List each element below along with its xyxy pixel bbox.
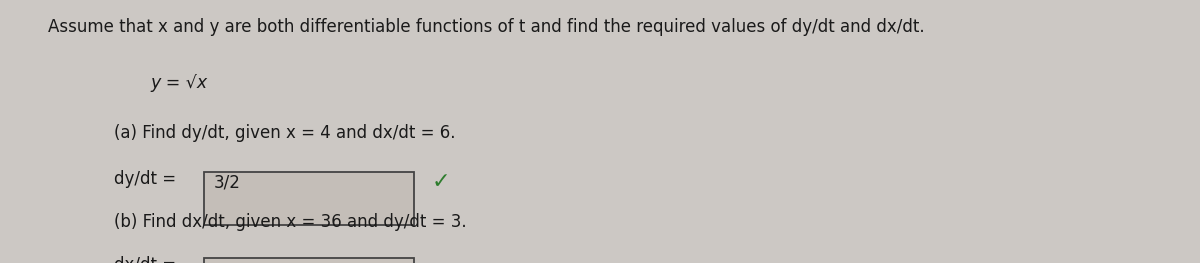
Text: dy/dt =: dy/dt = (114, 170, 181, 188)
FancyBboxPatch shape (204, 258, 414, 263)
Text: y = √x: y = √x (150, 74, 208, 92)
Text: Assume that x and y are both differentiable functions of t and find the required: Assume that x and y are both differentia… (48, 18, 925, 36)
Text: (b) Find dx/dt, given x = 36 and dy/dt = 3.: (b) Find dx/dt, given x = 36 and dy/dt =… (114, 213, 467, 231)
Text: (a) Find dy/dt, given x = 4 and dx/dt = 6.: (a) Find dy/dt, given x = 4 and dx/dt = … (114, 124, 456, 141)
Text: dx/dt =: dx/dt = (114, 255, 181, 263)
Text: ✓: ✓ (432, 172, 451, 192)
FancyBboxPatch shape (204, 172, 414, 225)
Text: 3/2: 3/2 (214, 174, 240, 191)
